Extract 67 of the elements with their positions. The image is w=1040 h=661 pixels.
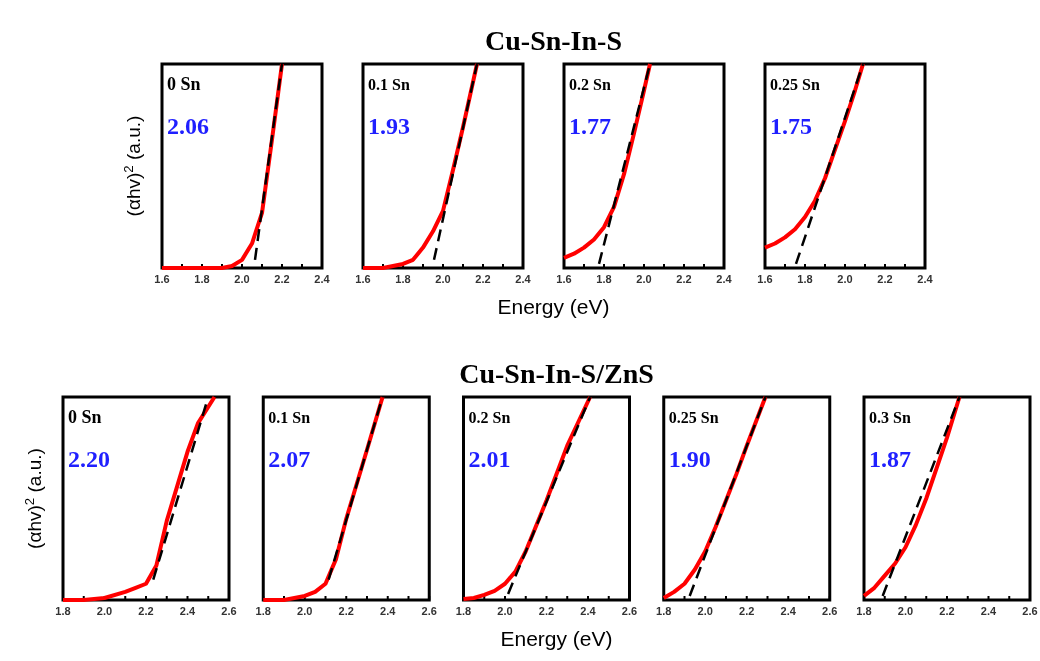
x-tick-label: 2.4 bbox=[515, 273, 532, 285]
annotation: 2.01 bbox=[468, 446, 511, 472]
annotation: 2.07 bbox=[268, 446, 311, 472]
x-tick-label: 2.0 bbox=[697, 605, 713, 617]
x-tick-label: 1.8 bbox=[797, 273, 813, 285]
x-tick-label: 2.4 bbox=[780, 605, 797, 617]
annotation: 1.93 bbox=[368, 113, 410, 139]
x-tick-label: 2.6 bbox=[1022, 605, 1038, 617]
x-tick-label: 2.0 bbox=[234, 273, 250, 285]
x-tick-label: 1.8 bbox=[255, 605, 271, 617]
x-tick-label: 1.6 bbox=[757, 273, 773, 285]
x-tick-label: 1.6 bbox=[556, 273, 572, 285]
x-tick-label: 2.2 bbox=[939, 605, 955, 617]
annotation: 1.77 bbox=[569, 113, 611, 139]
annotation: 0.25 Sn bbox=[668, 409, 719, 426]
x-tick-label: 1.8 bbox=[596, 273, 612, 285]
annotation: 0.1 Sn bbox=[368, 76, 410, 93]
x-tick-label: 2.6 bbox=[621, 605, 638, 617]
x-tick-label: 2.0 bbox=[297, 605, 313, 617]
x-tick-label: 2.4 bbox=[380, 605, 397, 617]
x-tick-label: 2.2 bbox=[274, 273, 290, 285]
chart-title: Cu-Sn-In-S bbox=[485, 25, 622, 56]
annotation: 0 Sn bbox=[167, 74, 201, 94]
x-tick-label: 2.0 bbox=[96, 605, 113, 617]
x-tick-label: 2.0 bbox=[497, 605, 513, 617]
annotation: 2.20 bbox=[68, 446, 110, 472]
x-tick-label: 1.8 bbox=[55, 605, 71, 617]
x-tick-label: 1.8 bbox=[656, 605, 672, 617]
x-tick-label: 2.2 bbox=[138, 605, 154, 617]
x-tick-label: 2.0 bbox=[636, 273, 652, 285]
x-tick-label: 2.0 bbox=[897, 605, 914, 617]
x-tick-label: 2.2 bbox=[475, 273, 491, 285]
x-tick-label: 2.2 bbox=[877, 273, 893, 285]
x-axis-title: Energy (eV) bbox=[500, 627, 613, 650]
x-tick-label: 2.0 bbox=[435, 273, 451, 285]
x-tick-label: 2.6 bbox=[421, 605, 437, 617]
annotation: 0.2 Sn bbox=[468, 409, 511, 426]
x-tick-label: 1.6 bbox=[355, 273, 371, 285]
annotation: 2.06 bbox=[167, 113, 209, 139]
annotation: 1.87 bbox=[869, 446, 911, 472]
x-tick-label: 2.0 bbox=[837, 273, 853, 285]
x-tick-label: 1.8 bbox=[856, 605, 872, 617]
x-tick-label: 2.2 bbox=[338, 605, 354, 617]
x-tick-label: 2.4 bbox=[314, 273, 331, 285]
x-tick-label: 2.4 bbox=[917, 273, 934, 285]
x-tick-label: 2.6 bbox=[822, 605, 838, 617]
annotation: 1.90 bbox=[668, 446, 711, 472]
annotation: 0 Sn bbox=[68, 407, 102, 427]
x-tick-label: 1.8 bbox=[455, 605, 472, 617]
x-tick-label: 2.4 bbox=[179, 605, 197, 617]
x-tick-label: 2.2 bbox=[538, 605, 555, 617]
annotation: 0.1 Sn bbox=[268, 409, 311, 426]
x-tick-label: 2.2 bbox=[739, 605, 755, 617]
x-tick-label: 1.8 bbox=[395, 273, 411, 285]
x-tick-label: 1.6 bbox=[154, 273, 170, 285]
x-tick-label: 2.4 bbox=[716, 273, 733, 285]
x-axis-title: Energy (eV) bbox=[497, 295, 610, 318]
x-tick-label: 2.2 bbox=[676, 273, 692, 285]
x-tick-label: 2.6 bbox=[221, 605, 237, 617]
x-tick-label: 2.4 bbox=[980, 605, 998, 617]
chart-title: Cu-Sn-In-S/ZnS bbox=[459, 358, 654, 389]
annotation: 0.2 Sn bbox=[569, 76, 611, 93]
annotation: 0.3 Sn bbox=[869, 409, 911, 426]
x-tick-label: 2.4 bbox=[580, 605, 597, 617]
annotation: 1.75 bbox=[770, 113, 812, 139]
annotation: 0.25 Sn bbox=[770, 76, 820, 93]
x-tick-label: 1.8 bbox=[194, 273, 210, 285]
